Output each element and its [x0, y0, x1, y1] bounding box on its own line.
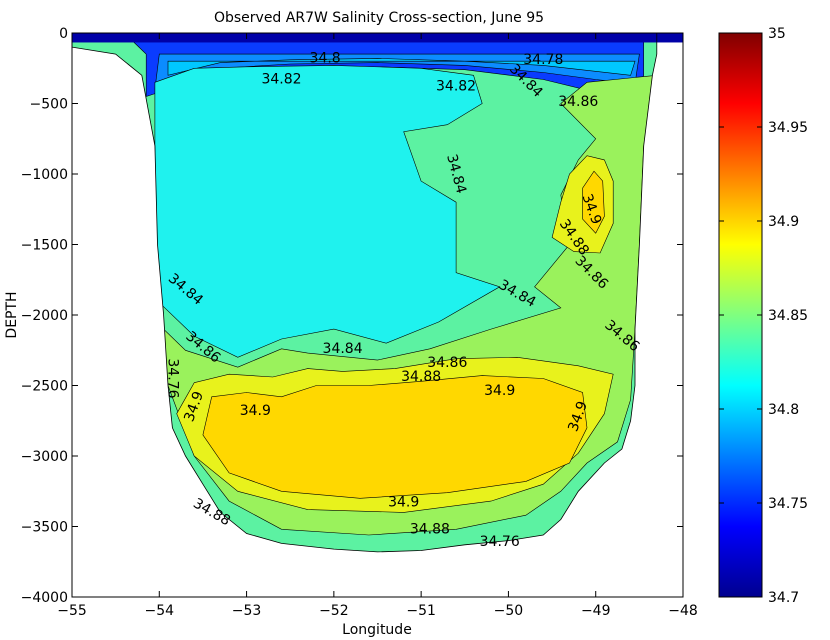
- y-tick-label: −2000: [21, 308, 68, 324]
- x-axis-ticks: −55 −54 −53 −52 −51 −50 −49 −48: [57, 33, 698, 619]
- fill-region-b34-90-8: [582, 170, 605, 234]
- contour-label: 34.88: [401, 369, 441, 385]
- contour-label: 34.9: [240, 403, 271, 419]
- colorbar-tick-label: 35: [768, 26, 786, 42]
- contour-label: 34.78: [523, 52, 563, 68]
- contour-label: 34.86: [558, 94, 598, 110]
- y-tick-label: 0: [59, 26, 68, 42]
- section-outline: [71, 32, 658, 553]
- x-tick-label: −53: [232, 603, 262, 619]
- x-tick-label: −48: [668, 603, 698, 619]
- y-tick-label: −3000: [21, 449, 68, 465]
- y-axis-label: DEPTH: [4, 291, 20, 338]
- x-axis-label: Longitude: [342, 622, 412, 638]
- contour-label: 34.8: [310, 50, 341, 66]
- colorbar: [718, 32, 763, 598]
- y-tick-label: −1000: [21, 167, 68, 183]
- x-tick-label: −51: [406, 603, 436, 619]
- x-tick-label: −50: [494, 603, 524, 619]
- fill-region-b34-82-3: [154, 65, 501, 358]
- y-tick-label: −500: [30, 97, 68, 113]
- contour-label: 34.84: [323, 341, 363, 357]
- contour-fills: [72, 33, 683, 552]
- y-tick-label: −2500: [21, 379, 68, 395]
- fill-region-b34-90-6: [202, 375, 588, 499]
- chart-title: Observed AR7W Salinity Cross-section, Ju…: [214, 10, 544, 26]
- colorbar-tick-label: 34.7: [768, 590, 799, 606]
- y-tick-label: −1500: [21, 238, 68, 254]
- x-tick-label: −49: [581, 603, 611, 619]
- colorbar-tick-label: 34.9: [768, 214, 799, 230]
- colorbar-tick-label: 34.85: [768, 308, 808, 324]
- colorbar-ticks: 35 34.95 34.9 34.85 34.8 34.75 34.7: [719, 26, 808, 606]
- contour-label: 34.86: [427, 355, 467, 371]
- x-tick-label: −54: [145, 603, 175, 619]
- x-tick-label: −52: [319, 603, 349, 619]
- y-tick-label: −4000: [21, 590, 68, 606]
- contour-label: 34.88: [410, 521, 450, 537]
- y-tick-label: −3500: [21, 520, 68, 536]
- contour-label: 34.76: [164, 358, 180, 398]
- contour-label: 34.9: [484, 383, 515, 399]
- colorbar-tick-label: 34.95: [768, 120, 808, 136]
- colorbar-tick-label: 34.75: [768, 496, 808, 512]
- contour-label: 34.82: [261, 72, 301, 88]
- y-axis-ticks: 0 −500 −1000 −1500 −2000 −2500 −3000 −3500 −4000: [21, 26, 683, 606]
- fill-surface: [72, 33, 683, 43]
- colorbar-tick-label: 34.8: [768, 402, 799, 418]
- contour-label: 34.76: [480, 534, 520, 550]
- contour-label: 34.82: [436, 79, 476, 95]
- contour-label: 34.9: [388, 495, 419, 511]
- x-tick-label: −55: [57, 603, 87, 619]
